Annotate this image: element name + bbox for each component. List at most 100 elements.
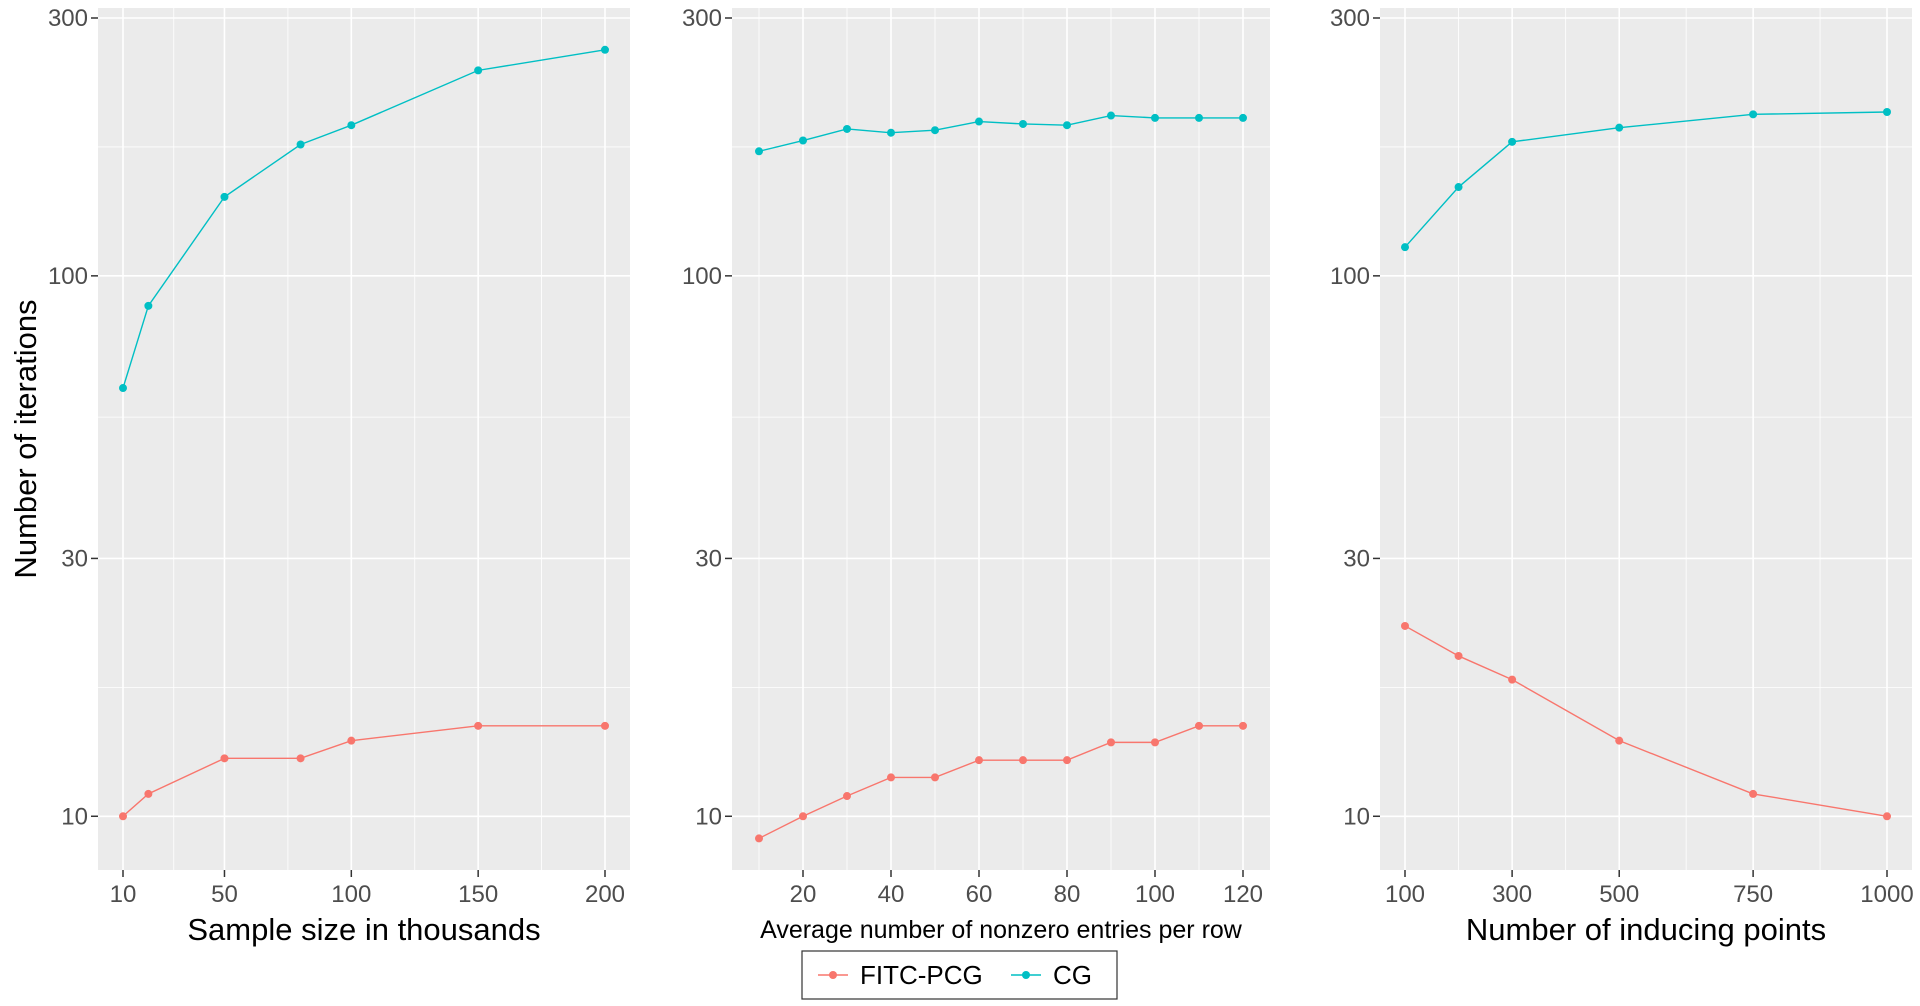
data-point-fitc-pcg [1454,651,1463,660]
data-point-fitc-pcg [144,789,153,798]
legend: FITC-PCG CG [801,950,1118,1000]
data-point-cg [1615,123,1624,132]
legend-key-point [1022,971,1030,979]
data-point-cg [1749,110,1758,119]
data-point-fitc-pcg [1239,721,1247,730]
series-line-fitc-pcg [1404,625,1888,817]
y-tick-label: 10 [1343,803,1370,830]
y-tick-label: 100 [682,263,722,290]
x-axis-title: Sample size in thousands [187,912,540,947]
data-point-fitc-pcg [799,812,807,821]
y-tick-label: 300 [682,5,722,32]
data-point-cg [220,192,229,201]
data-point-cg [144,301,153,310]
data-point-cg [474,66,483,75]
data-point-cg [1508,137,1517,146]
y-tick-label: 10 [61,803,88,830]
x-tick-label: 100 [331,881,371,908]
x-tick-label: 500 [1599,881,1639,908]
data-point-cg [1883,107,1891,116]
legend-box [801,950,1118,1000]
data-point-fitc-pcg [119,812,127,821]
y-tick-label: 300 [48,5,88,32]
panel-background [732,8,1270,870]
x-tick-label: 750 [1733,881,1773,908]
data-point-cg [119,384,127,393]
data-point-fitc-pcg [220,754,229,763]
data-point-fitc-pcg [296,754,305,763]
data-point-cg [799,136,807,145]
data-point-cg [1401,243,1409,252]
legend-label: CG [1053,960,1092,990]
x-tick-label: 40 [878,881,905,908]
data-point-fitc-pcg [1151,738,1159,747]
x-tick-label: 120 [1223,881,1263,908]
y-tick-label: 30 [695,545,722,572]
x-tick-label: 1000 [1860,881,1913,908]
data-point-fitc-pcg [843,792,851,801]
data-point-cg [1454,183,1463,192]
data-point-cg [1063,121,1071,130]
y-tick-label: 100 [1330,263,1370,290]
panel-background [1380,8,1912,870]
x-axis-title: Number of inducing points [1466,912,1826,947]
data-point-fitc-pcg [975,756,983,765]
data-point-cg [931,126,939,135]
data-point-fitc-pcg [1401,621,1409,630]
panel-2: 10 30 100 300 20 40 60 80 100 120 Average number o… [682,5,1270,944]
panel-3: 10 30 100 300 100 300 500 750 1000 Number of indu… [1330,5,1914,947]
x-tick-label: 150 [458,881,498,908]
data-point-cg [1151,113,1159,122]
x-tick-label: 50 [211,881,238,908]
y-tick-label: 30 [61,545,88,572]
y-tick-label: 30 [1343,545,1370,572]
data-point-fitc-pcg [1107,738,1115,747]
data-point-fitc-pcg [755,834,763,843]
data-point-fitc-pcg [1019,756,1027,765]
panel-background [98,8,630,870]
data-point-cg [296,140,305,149]
x-tick-label: 300 [1492,881,1532,908]
data-point-cg [601,45,609,54]
data-point-cg [887,128,895,137]
legend-key-point [829,971,837,979]
x-tick-label: 60 [966,881,993,908]
panel-1: 10 30 100 300 10 50 100 150 200 Sample size in th… [8,5,630,947]
series-line-cg [758,114,1243,152]
data-point-fitc-pcg [1615,736,1624,745]
y-axis-title: Number of iterations [8,299,43,578]
series-line-fitc-pcg [758,725,1243,840]
data-point-fitc-pcg [601,721,609,730]
series-line-cg [1404,111,1888,248]
data-point-fitc-pcg [1883,812,1891,821]
data-point-fitc-pcg [474,721,483,730]
x-tick-label: 100 [1135,881,1175,908]
y-tick-label: 300 [1330,5,1370,32]
x-tick-label: 80 [1054,881,1081,908]
data-point-cg [1107,111,1115,120]
x-axis-title: Average number of nonzero entries per ro… [760,916,1243,944]
y-tick-label: 10 [695,803,722,830]
data-point-cg [1239,113,1247,122]
data-point-fitc-pcg [887,773,895,782]
y-tick-label: 100 [48,263,88,290]
data-point-cg [975,117,983,126]
data-point-fitc-pcg [1749,789,1758,798]
data-point-cg [347,121,356,130]
x-tick-label: 200 [585,881,625,908]
data-point-fitc-pcg [347,736,356,745]
data-point-fitc-pcg [931,773,939,782]
data-point-fitc-pcg [1508,675,1517,684]
x-tick-label: 20 [790,881,817,908]
data-point-cg [843,124,851,133]
data-point-cg [755,147,763,156]
x-tick-label: 10 [110,881,137,908]
x-tick-label: 100 [1385,881,1425,908]
data-point-fitc-pcg [1063,756,1071,765]
data-point-cg [1019,119,1027,128]
data-point-cg [1195,113,1203,122]
legend-label: FITC-PCG [860,960,983,990]
data-point-fitc-pcg [1195,721,1203,730]
